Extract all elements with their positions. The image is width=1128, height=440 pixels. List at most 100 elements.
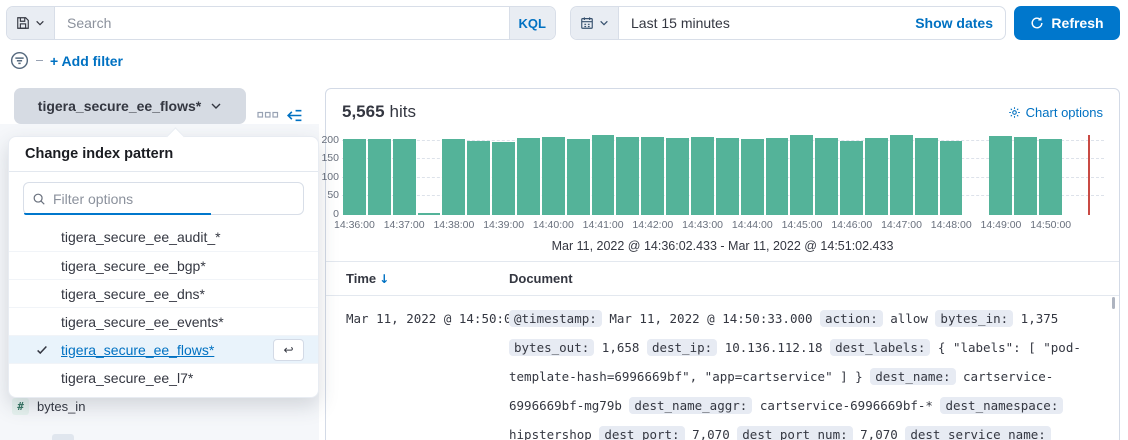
time-column-header[interactable]: Time ↓: [346, 271, 390, 286]
y-axis-label: 0: [333, 208, 339, 220]
field-name-badge: dest_port_num:: [737, 426, 853, 440]
field-name-badge: dest_name_aggr:: [629, 397, 753, 414]
collapse-left-icon[interactable]: [286, 107, 303, 124]
histogram-bar: [1039, 138, 1062, 215]
hits-header: 5,565 hits Chart options: [326, 89, 1119, 135]
option-label: tigera_secure_ee_flows*: [61, 341, 215, 358]
histogram-bar: [889, 135, 913, 215]
x-axis-label: 14:42:00: [632, 219, 674, 231]
saved-query-button[interactable]: [7, 7, 55, 39]
sort-descending-icon: ↓: [379, 272, 390, 286]
sidebar-field-bytes_in[interactable]: # bytes_in: [12, 398, 85, 415]
current-time-marker: [1088, 135, 1090, 215]
time-range-value[interactable]: Last 15 minutes: [631, 15, 730, 31]
x-axis-label: 14:45:00: [781, 219, 823, 231]
table-header: Time ↓ Document: [326, 262, 1119, 296]
add-filter-link[interactable]: + Add filter: [50, 52, 123, 69]
x-axis-label: 14:49:00: [980, 219, 1022, 231]
chart-options-label: Chart options: [1025, 104, 1103, 120]
hits-label: hits: [389, 102, 417, 121]
histogram-bar: [815, 137, 839, 215]
index-pattern-option[interactable]: tigera_secure_ee_l7*: [9, 363, 318, 391]
y-axis-label: 150: [321, 152, 339, 165]
histogram-bar: [765, 138, 789, 215]
x-axis-label: 14:47:00: [881, 219, 922, 231]
refresh-label: Refresh: [1051, 15, 1104, 31]
x-axis-label: 14:40:00: [532, 219, 574, 231]
show-dates-button[interactable]: Show dates: [915, 15, 993, 31]
histogram-bar: [343, 138, 366, 215]
histogram-bars: 14:36:00 14:37:00 14:38:00 14:39:00 14:40:00…: [334, 135, 1088, 231]
gear-icon: [1008, 106, 1021, 119]
focus-underline: [24, 213, 211, 215]
histogram-plot[interactable]: 14:36:00 14:37:00 14:38:00 14:39:00 14:40:00…: [321, 134, 1104, 231]
histogram-bar: [790, 135, 814, 215]
option-label: tigera_secure_ee_l7*: [61, 369, 194, 386]
histogram-bar: [939, 140, 963, 215]
filter-bar: + Add filter: [10, 51, 123, 70]
field-name-badge: bytes_out:: [509, 339, 595, 356]
scrollbar-thumb[interactable]: [1112, 297, 1115, 309]
calendar-button[interactable]: [571, 7, 619, 39]
divider: [326, 261, 1119, 262]
index-pattern-label: tigera_secure_ee_flows*: [37, 98, 202, 114]
x-axis-label: 14:50:00: [1030, 219, 1072, 231]
query-bar: KQL: [6, 6, 556, 40]
refresh-icon: [1030, 16, 1044, 30]
histogram-bar: [641, 137, 665, 215]
index-pattern-option[interactable]: tigera_secure_ee_flows* ↩: [9, 335, 318, 363]
table-row: Mar 11, 2022 @ 14:50:00.000 @timestamp: …: [326, 296, 1119, 440]
field-name-badge: dest_ip:: [646, 339, 718, 356]
field-name-badge: dest_namespace:: [940, 397, 1064, 414]
histogram-bar: [666, 137, 690, 215]
histogram-bar: [914, 137, 938, 215]
results-panel: 5,565 hits Chart options 14:36:00 14:37:0…: [321, 88, 1120, 440]
option-label: tigera_secure_ee_audit_*: [61, 229, 221, 245]
index-pattern-option[interactable]: tigera_secure_ee_audit_*: [9, 223, 318, 251]
histogram-bar: [541, 136, 565, 215]
x-axis-label: 14:38:00: [433, 219, 475, 231]
histogram-bar: [517, 137, 540, 215]
histogram-bar: [989, 135, 1013, 215]
histogram-bar: [492, 142, 516, 215]
return-key-badge: ↩: [273, 339, 304, 361]
y-axis-label: 200: [321, 133, 339, 146]
histogram-bar: [467, 140, 491, 215]
filter-options-input[interactable]: [53, 190, 295, 207]
histogram-bar: [591, 135, 615, 215]
time-range-subtitle: Mar 11, 2022 @ 14:36:02.433 - Mar 11, 20…: [551, 239, 894, 253]
option-label: tigera_secure_ee_dns*: [61, 285, 205, 302]
histogram-bar: [392, 138, 416, 215]
row-time-cell: Mar 11, 2022 @ 14:50:00.000: [346, 311, 550, 326]
hits-count: 5,565: [342, 102, 385, 121]
kql-badge[interactable]: KQL: [508, 7, 555, 39]
filter-options-box: [23, 182, 304, 215]
field-name: bytes_in: [37, 399, 86, 414]
x-axis-label: 14:48:00: [930, 219, 972, 231]
boxes-icon[interactable]: [257, 110, 279, 120]
field-name-badge: dest_service_name:: [905, 426, 1051, 440]
x-axis-label: 14:37:00: [383, 219, 425, 231]
histogram-bar: [442, 138, 466, 215]
chevron-down-icon: [599, 18, 609, 28]
histogram-bar: [740, 138, 764, 215]
search-icon: [32, 192, 46, 206]
top-bar: KQL Last 15 minutes Show dates Refresh: [0, 0, 1128, 40]
chart-options-button[interactable]: Chart options: [1008, 105, 1103, 120]
index-pattern-option[interactable]: tigera_secure_ee_bgp*: [9, 251, 318, 279]
filter-menu-icon[interactable]: [10, 51, 29, 70]
calendar-icon: [580, 16, 594, 30]
search-input[interactable]: [55, 7, 509, 39]
change-index-pattern-popover: Change index pattern tigera_secure_ee_au…: [8, 127, 319, 398]
histogram-bar: [691, 136, 714, 215]
popover-title: Change index pattern: [9, 137, 318, 172]
save-icon: [16, 16, 30, 30]
y-axis-label: 100: [321, 170, 339, 183]
index-pattern-option[interactable]: tigera_secure_ee_dns*: [9, 279, 318, 307]
refresh-button[interactable]: Refresh: [1014, 6, 1120, 40]
index-pattern-option[interactable]: tigera_secure_ee_events*: [9, 307, 318, 335]
filter-divider: [36, 60, 43, 61]
index-pattern-options: tigera_secure_ee_audit_* tigera_secure_ee…: [9, 221, 318, 397]
index-pattern-button[interactable]: tigera_secure_ee_flows*: [14, 88, 246, 124]
field-name-badge: @timestamp:: [509, 310, 602, 327]
